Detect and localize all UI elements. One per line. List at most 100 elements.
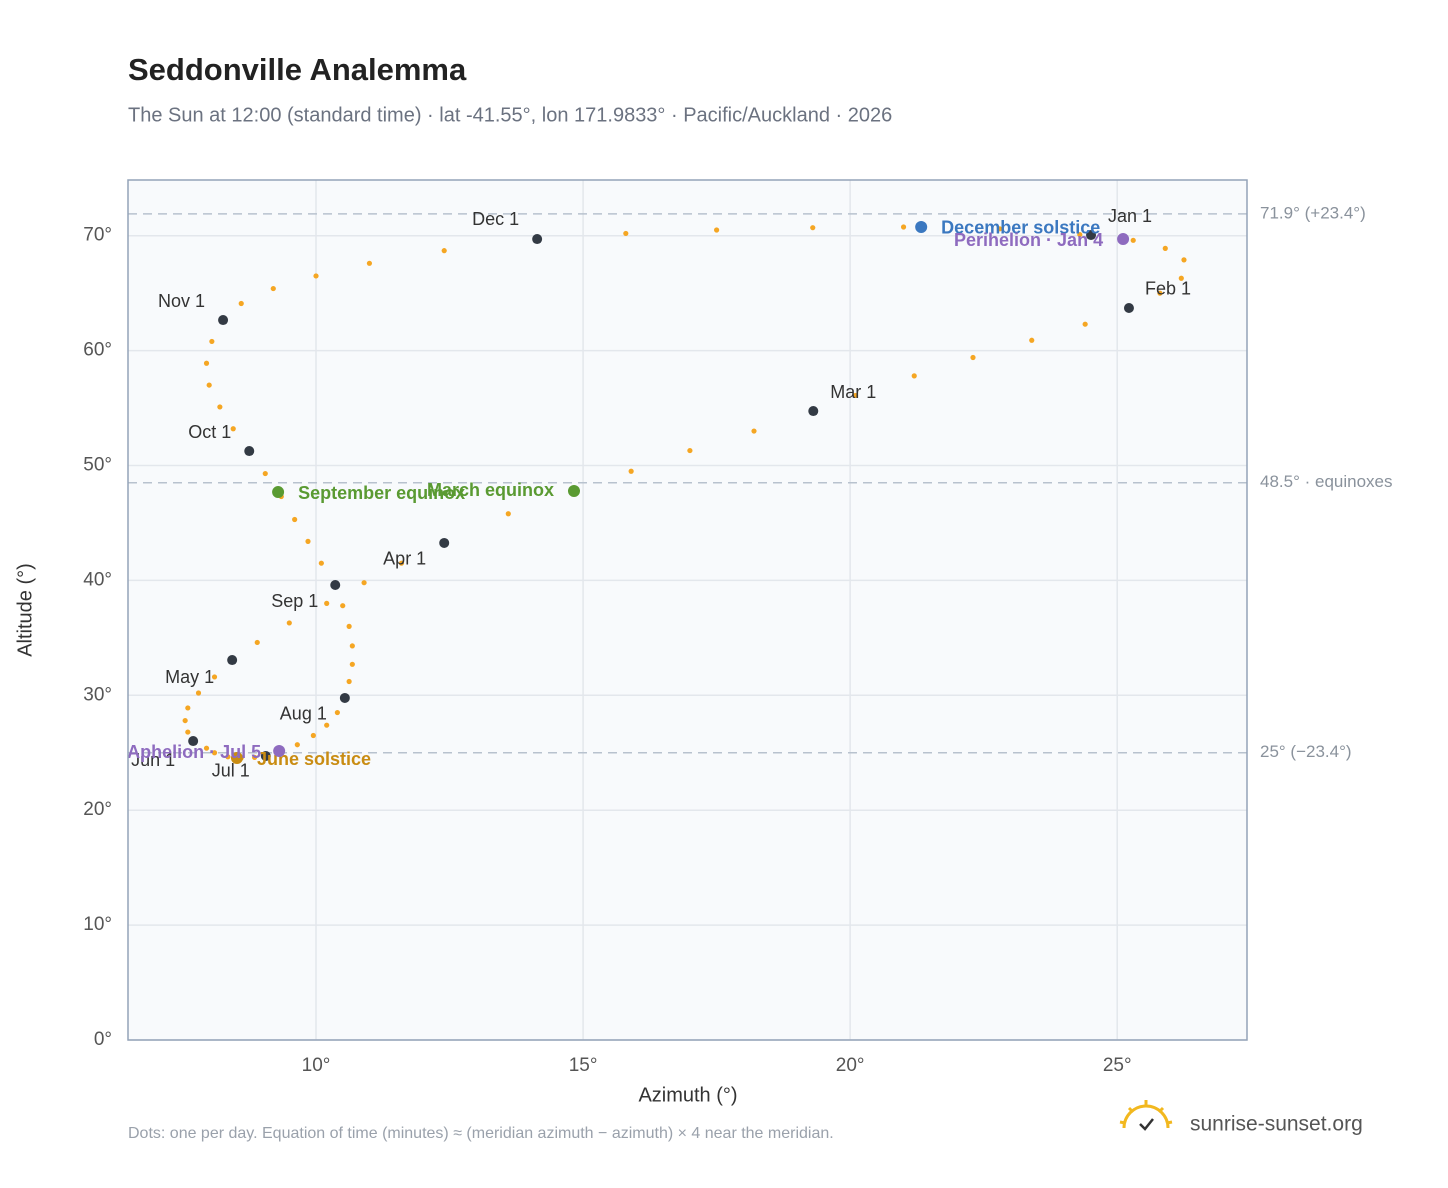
daily-dot bbox=[628, 468, 634, 474]
daily-dot bbox=[361, 580, 367, 586]
y-tick-label: 40° bbox=[83, 569, 112, 590]
plot-border bbox=[127, 179, 1248, 1041]
event-label: September equinox bbox=[298, 483, 465, 503]
x-tick-label: 15° bbox=[569, 1055, 598, 1076]
month-label: Aug 1 bbox=[280, 704, 327, 724]
reference-label: 25° (−23.4°) bbox=[1260, 742, 1352, 761]
event-marker bbox=[567, 485, 580, 498]
month-marker bbox=[218, 315, 229, 326]
daily-dot bbox=[1029, 337, 1035, 343]
daily-dot bbox=[292, 516, 298, 523]
daily-dot bbox=[505, 511, 511, 517]
y-tick-label: 60° bbox=[83, 340, 112, 361]
daily-dot bbox=[270, 285, 276, 292]
event-marker bbox=[272, 486, 285, 499]
x-tick-label: 20° bbox=[836, 1055, 865, 1076]
daily-dot bbox=[997, 226, 1003, 232]
x-axis-title: Azimuth (°) bbox=[638, 1084, 737, 1106]
daily-dot bbox=[1130, 237, 1136, 243]
month-label: Jul 1 bbox=[212, 761, 250, 781]
month-label: Jan 1 bbox=[1108, 206, 1152, 226]
month-label: May 1 bbox=[165, 667, 214, 687]
daily-dot bbox=[900, 224, 907, 230]
month-marker bbox=[260, 750, 271, 761]
month-marker bbox=[188, 736, 199, 747]
y-tick-label: 10° bbox=[83, 914, 112, 935]
month-marker bbox=[1123, 302, 1134, 313]
daily-dot bbox=[211, 674, 218, 680]
month-label: Jun 1 bbox=[131, 750, 175, 770]
daily-dot bbox=[714, 227, 720, 233]
month-marker bbox=[339, 692, 350, 703]
plot-layer: Jan 1 Feb 1 Mar 1 Apr 1 May 1 Jun 1 Jul 1 Aug 1… bbox=[127, 180, 1247, 1041]
reference-label: 71.9° (+23.4°) bbox=[1260, 203, 1366, 222]
daily-dot bbox=[195, 690, 202, 696]
y-tick-label: 30° bbox=[83, 684, 112, 705]
chart-title: Seddonville Analemma bbox=[128, 52, 467, 87]
month-label: Feb 1 bbox=[1145, 279, 1191, 299]
daily-dot bbox=[305, 538, 311, 544]
daily-dot bbox=[366, 260, 373, 266]
y-tick-label: 0° bbox=[94, 1029, 112, 1050]
y-tick-label: 70° bbox=[83, 225, 112, 246]
event-label: Perihelion · Jan 4 bbox=[954, 230, 1103, 250]
daily-dot bbox=[1162, 245, 1168, 251]
event-label: Aphelion · Jul 5 bbox=[127, 742, 261, 762]
daily-dot bbox=[751, 428, 757, 434]
daily-dot bbox=[340, 603, 346, 609]
daily-dot bbox=[203, 745, 210, 751]
daily-dot bbox=[209, 338, 215, 345]
daily-dot bbox=[334, 709, 340, 716]
daily-dot bbox=[810, 225, 816, 231]
month-label: Dec 1 bbox=[472, 209, 519, 229]
daily-dot bbox=[238, 300, 244, 307]
daily-dot bbox=[310, 732, 316, 739]
daily-dot bbox=[346, 678, 352, 685]
check bbox=[1139, 1118, 1154, 1131]
daily-dot bbox=[318, 560, 324, 566]
daily-dot bbox=[313, 273, 319, 279]
month-marker bbox=[330, 580, 341, 591]
x-tick-label: 25° bbox=[1103, 1055, 1132, 1076]
daily-dot bbox=[225, 754, 231, 760]
daily-dot bbox=[1082, 321, 1088, 327]
sun-ray bbox=[1127, 1106, 1135, 1114]
daily-dot bbox=[687, 447, 693, 454]
month-marker bbox=[532, 234, 543, 245]
daily-dot bbox=[262, 470, 268, 477]
daily-dot bbox=[251, 754, 258, 760]
plot-area bbox=[128, 180, 1247, 1040]
x-tick-label: 10° bbox=[302, 1055, 331, 1076]
chart-subtitle: The Sun at 12:00 (standard time) · lat -… bbox=[128, 104, 892, 126]
month-label: Apr 1 bbox=[383, 549, 426, 569]
daily-dot bbox=[324, 600, 330, 606]
daily-dot bbox=[852, 392, 859, 399]
daily-dot bbox=[294, 742, 300, 748]
brand-logo bbox=[1119, 1100, 1173, 1131]
month-label: Nov 1 bbox=[158, 291, 205, 311]
daily-dot bbox=[346, 623, 352, 629]
daily-dot bbox=[349, 661, 355, 667]
month-label: Mar 1 bbox=[830, 382, 876, 402]
daily-dot bbox=[911, 373, 917, 379]
sun-ray bbox=[1119, 1120, 1126, 1125]
daily-dot bbox=[1178, 275, 1184, 281]
daily-dot bbox=[1077, 231, 1083, 238]
daily-dot bbox=[211, 750, 218, 756]
month-marker bbox=[1086, 230, 1097, 241]
event-marker bbox=[1117, 233, 1130, 246]
daily-dot bbox=[398, 560, 405, 566]
daily-dot bbox=[182, 717, 188, 724]
month-marker bbox=[227, 655, 238, 666]
month-marker bbox=[808, 406, 819, 417]
y-tick-label: 50° bbox=[83, 455, 112, 476]
y-axis-title: Altitude (°) bbox=[14, 563, 36, 657]
daily-dot bbox=[324, 722, 330, 728]
brand[interactable]: sunrise-sunset.org bbox=[1190, 1113, 1363, 1136]
daily-dot bbox=[441, 248, 447, 254]
daily-dot bbox=[623, 230, 629, 237]
footnote: Dots: one per day. Equation of time (min… bbox=[128, 1125, 834, 1142]
event-marker bbox=[273, 745, 286, 758]
daily-dot bbox=[206, 382, 212, 388]
daily-dot bbox=[286, 620, 292, 626]
